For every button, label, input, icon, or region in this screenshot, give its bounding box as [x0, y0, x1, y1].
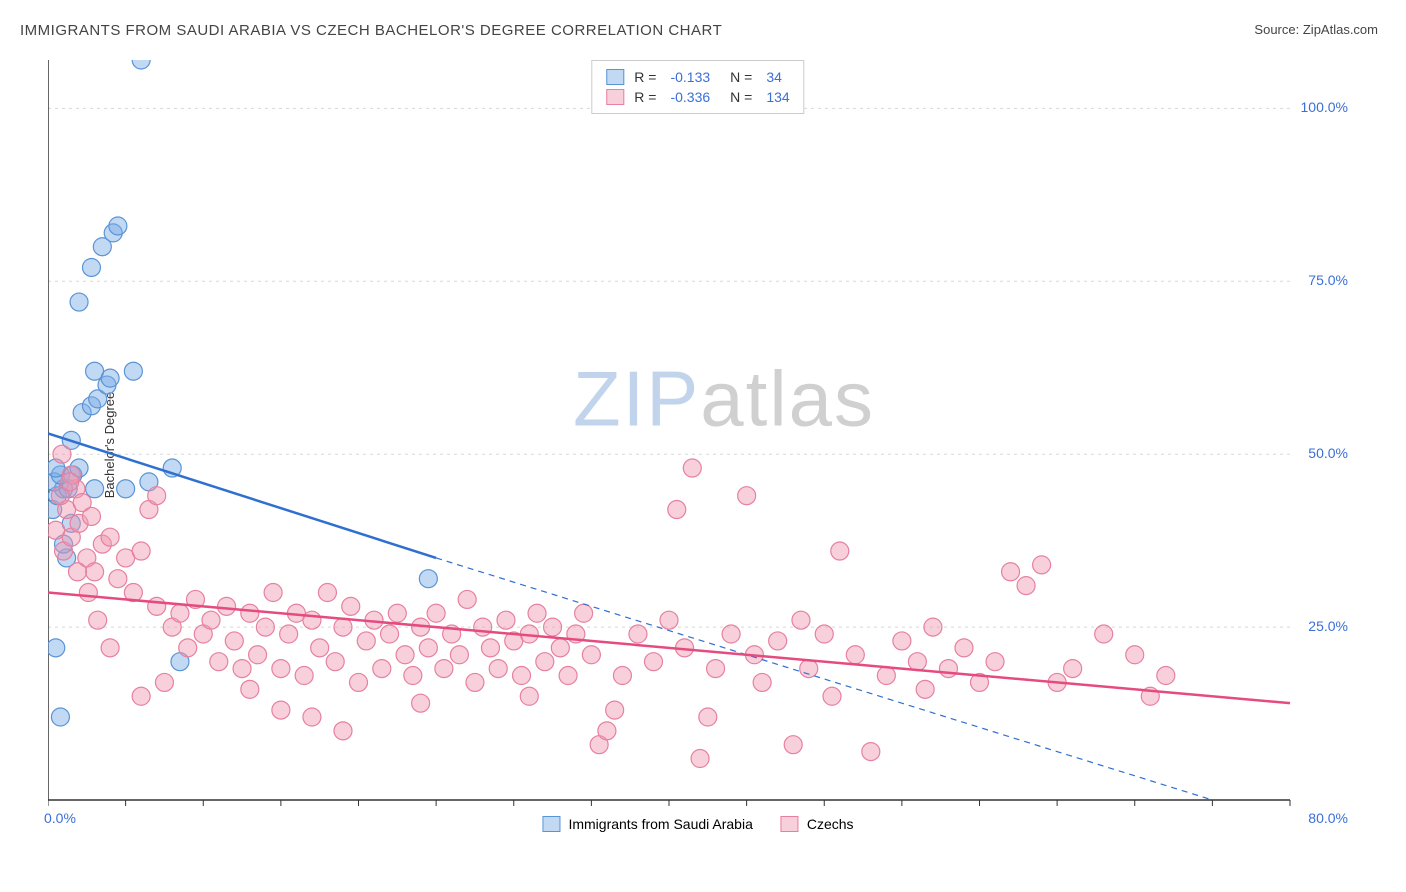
source-attribution: Source: ZipAtlas.com	[1254, 22, 1378, 37]
stat-n-label: N =	[730, 89, 752, 105]
legend-label-saudi: Immigrants from Saudi Arabia	[568, 816, 752, 832]
y-tick-label: 100.0%	[1301, 99, 1348, 115]
x-tick-label: 0.0%	[44, 810, 76, 826]
stat-n-label: N =	[730, 69, 752, 85]
legend-label-czech: Czechs	[807, 816, 854, 832]
legend-swatch-saudi	[542, 816, 560, 832]
legend-swatch-saudi	[606, 69, 624, 85]
stat-r-label: R =	[634, 89, 656, 105]
stat-n-value-saudi: 34	[766, 69, 782, 85]
legend-row-saudi: R = -0.133 N = 34	[606, 67, 789, 87]
x-tick-label: 80.0%	[1308, 810, 1348, 826]
legend-item-saudi: Immigrants from Saudi Arabia	[542, 816, 752, 832]
series-legend: Immigrants from Saudi Arabia Czechs	[542, 816, 853, 832]
y-tick-label: 75.0%	[1308, 272, 1348, 288]
legend-row-czech: R = -0.336 N = 134	[606, 87, 789, 107]
chart-title: IMMIGRANTS FROM SAUDI ARABIA VS CZECH BA…	[20, 22, 722, 39]
legend-swatch-czech	[781, 816, 799, 832]
stat-n-value-czech: 134	[766, 89, 789, 105]
source-label: Source:	[1254, 22, 1299, 37]
source-value: ZipAtlas.com	[1303, 22, 1378, 37]
y-tick-label: 50.0%	[1308, 445, 1348, 461]
correlation-legend: R = -0.133 N = 34 R = -0.336 N = 134	[591, 60, 804, 114]
y-tick-label: 25.0%	[1308, 618, 1348, 634]
plot-area: Bachelor's Degree ZIPatlas R = -0.133 N …	[48, 60, 1348, 830]
stat-r-value-saudi: -0.133	[670, 69, 710, 85]
stat-r-value-czech: -0.336	[670, 89, 710, 105]
legend-item-czech: Czechs	[781, 816, 854, 832]
stat-r-label: R =	[634, 69, 656, 85]
legend-swatch-czech	[606, 89, 624, 105]
chart-svg	[48, 60, 1348, 830]
